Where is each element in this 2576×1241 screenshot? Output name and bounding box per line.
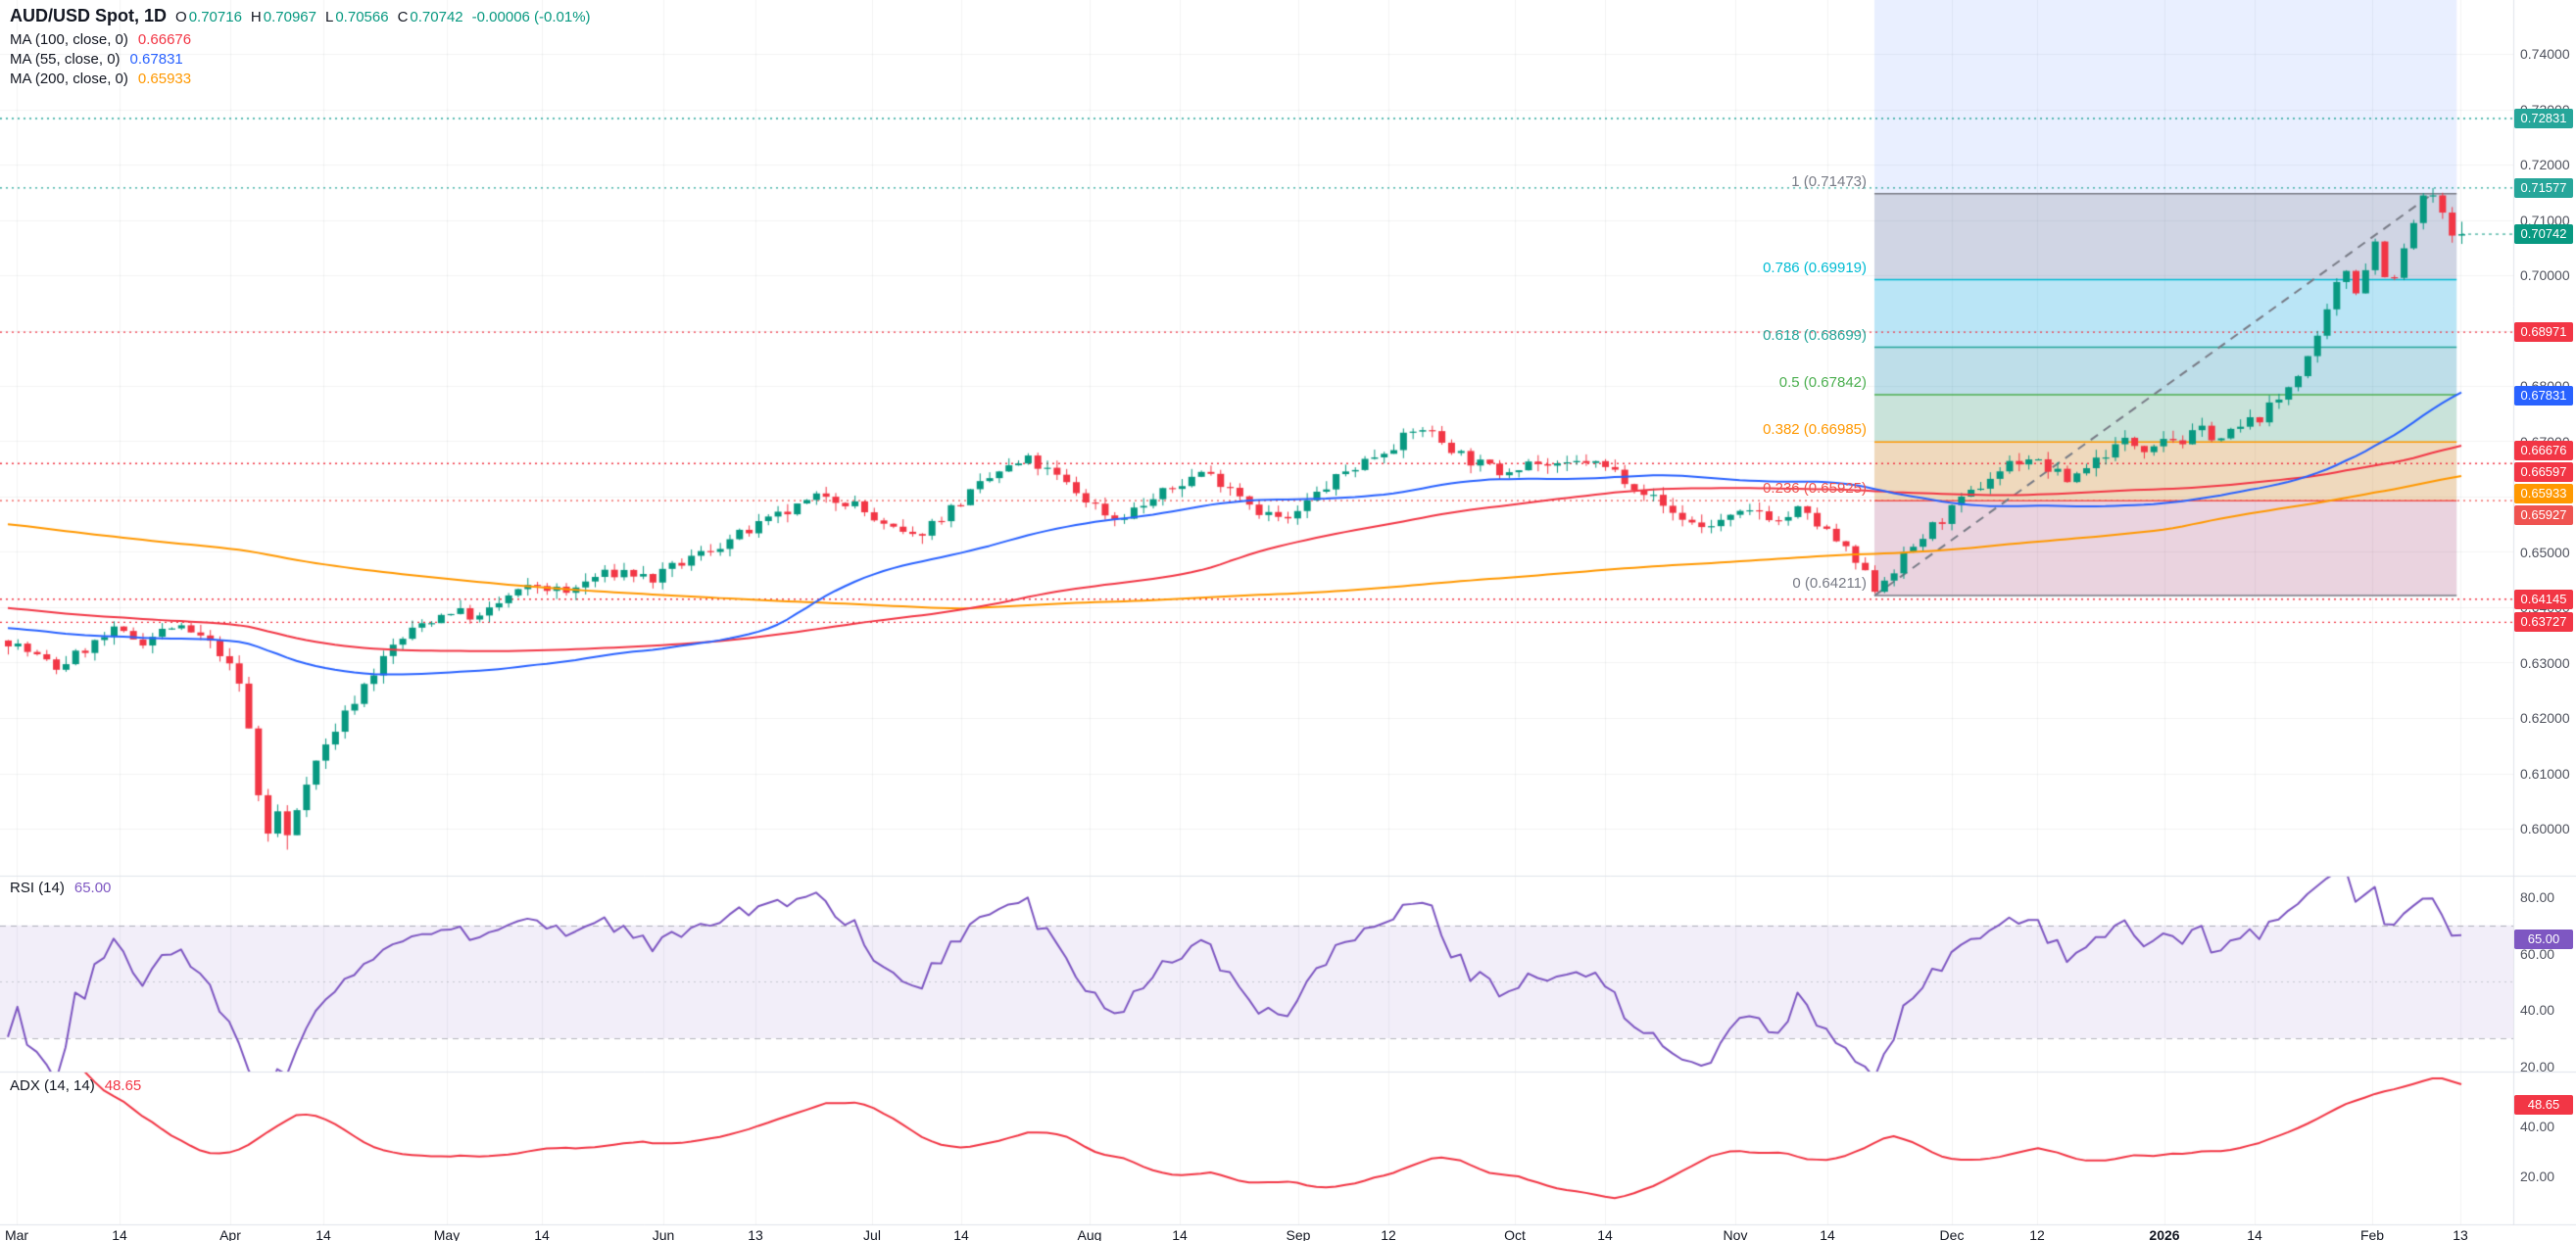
low-value: L 0.70566 <box>325 9 389 25</box>
open-label: O <box>175 9 187 25</box>
ma-200-value: 0.65933 <box>137 71 192 87</box>
low-label: L <box>325 9 334 25</box>
adx-value: 48.65 <box>104 1077 142 1094</box>
high-value: H 0.70967 <box>250 9 316 25</box>
ma-100-label: MA (100, close, 0) <box>10 31 128 48</box>
rsi-label: RSI (14) <box>10 880 65 896</box>
high-label: H <box>250 9 262 25</box>
ma-200-legend[interactable]: MA (200, close, 0) 0.65933 <box>10 71 591 87</box>
ma-200-label: MA (200, close, 0) <box>10 71 128 87</box>
adx-label: ADX (14, 14) <box>10 1077 95 1094</box>
time-axis[interactable] <box>0 1224 2576 1241</box>
ma-55-label: MA (55, close, 0) <box>10 51 121 68</box>
adx-legend[interactable]: ADX (14, 14) 48.65 <box>10 1077 141 1097</box>
open-value: O 0.70716 <box>175 9 242 25</box>
change-value: -0.00006 (-0.01%) <box>471 9 591 25</box>
rsi-legend[interactable]: RSI (14) 65.00 <box>10 880 111 899</box>
symbol-title[interactable]: AUD/USD Spot, 1D <box>10 6 168 25</box>
main-legend: AUD/USD Spot, 1D O 0.70716 H 0.70967 L 0.70… <box>10 6 591 90</box>
ma-100-legend[interactable]: MA (100, close, 0) 0.66676 <box>10 31 591 48</box>
close-label: C <box>397 9 409 25</box>
close-value: C 0.70742 <box>397 9 463 25</box>
symbol-legend-row: AUD/USD Spot, 1D O 0.70716 H 0.70967 L 0.70… <box>10 6 591 26</box>
rsi-value: 65.00 <box>73 880 112 896</box>
ma-100-value: 0.66676 <box>137 31 192 48</box>
ma-55-value: 0.67831 <box>129 51 183 68</box>
ma-55-legend[interactable]: MA (55, close, 0) 0.67831 <box>10 51 591 68</box>
price-axis[interactable] <box>2513 0 2576 1224</box>
